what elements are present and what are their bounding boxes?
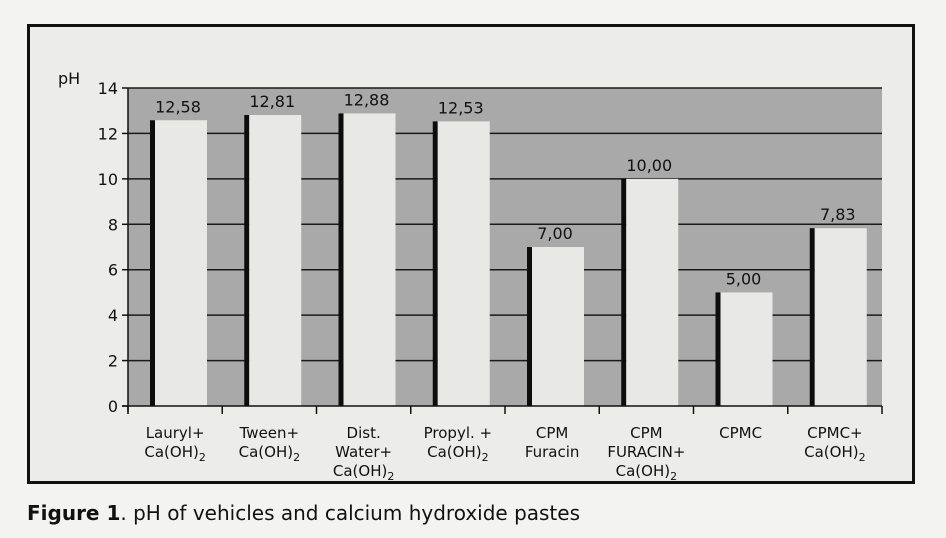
- bar-shadow: [338, 113, 344, 406]
- y-tick-label: 2: [108, 352, 118, 371]
- data-label: 10,00: [626, 156, 672, 175]
- figure-caption: Figure 1. pH of vehicles and calcium hyd…: [27, 501, 580, 525]
- x-tick-label: Lauryl+ Ca(OH)2: [144, 424, 205, 464]
- x-tick-label: Tween+ Ca(OH)2: [239, 424, 300, 464]
- bar-shadow: [809, 228, 815, 406]
- data-label: 7,83: [820, 205, 856, 224]
- data-label: 12,53: [438, 98, 484, 117]
- bar-shadow: [715, 292, 721, 406]
- bar: [155, 120, 207, 407]
- data-label: 5,00: [726, 269, 762, 288]
- x-tick-label: CPMC+ Ca(OH)2: [804, 424, 865, 464]
- y-tick-label: 10: [98, 170, 118, 189]
- bar-shadow: [527, 247, 532, 406]
- bar: [626, 178, 679, 406]
- x-tick-label: Dist. Water+ Ca(OH)2: [333, 424, 394, 483]
- data-label: 7,00: [537, 224, 573, 243]
- y-tick-label: 6: [108, 261, 118, 280]
- x-tick-label: CPM Furacin: [525, 424, 580, 461]
- y-tick-label: 8: [108, 215, 118, 234]
- x-tick-label: CPM FURACIN+ Ca(OH)2: [607, 424, 685, 483]
- bar: [437, 121, 490, 406]
- bar: [814, 228, 867, 406]
- data-label: 12,88: [344, 90, 390, 109]
- bar-shadow: [244, 115, 250, 406]
- bar-shadow: [432, 121, 438, 406]
- y-tick-label: 4: [108, 306, 118, 325]
- caption-text: . pH of vehicles and calcium hydroxide p…: [120, 501, 580, 525]
- data-label: 12,81: [249, 92, 295, 111]
- bar-chart: 12,58 12,81 12,88 12,53 7,00 10,00 5,00 7,83 0 2 4…: [58, 69, 883, 483]
- bar: [249, 115, 302, 406]
- y-tick-label: 0: [108, 397, 118, 416]
- bar-shadow: [150, 120, 155, 407]
- y-tick-label: 14: [98, 79, 118, 98]
- bar: [720, 292, 773, 406]
- bar-shadow: [621, 178, 627, 406]
- x-tick-label: CPMC: [719, 424, 762, 442]
- y-tick-label: 12: [98, 124, 118, 143]
- x-tick-label: Propyl. + Ca(OH)2: [424, 424, 492, 464]
- data-label: 12,58: [155, 97, 201, 116]
- bar: [532, 247, 584, 406]
- bar: [343, 113, 396, 406]
- caption-label: Figure 1: [27, 501, 121, 525]
- y-axis-label: pH: [58, 69, 80, 88]
